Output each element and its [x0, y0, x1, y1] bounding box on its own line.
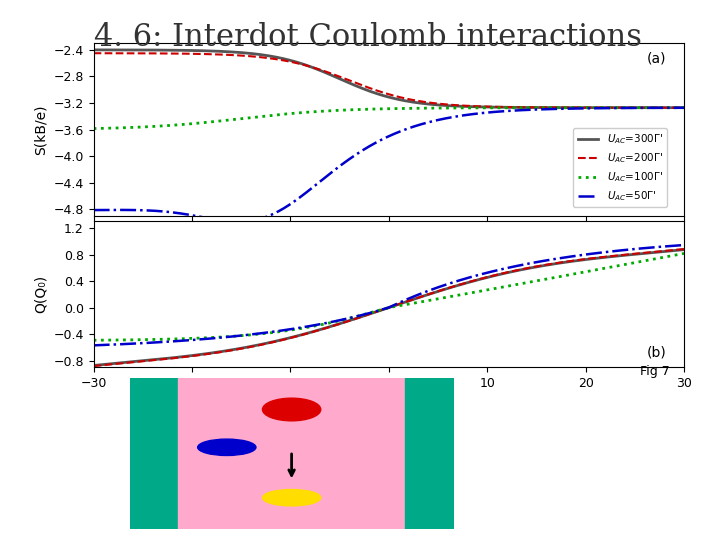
Y-axis label: Q(Q₀): Q(Q₀): [34, 275, 48, 313]
Text: 4. 6: Interdot Coulomb interactions: 4. 6: Interdot Coulomb interactions: [94, 22, 642, 52]
Y-axis label: S(kB/e): S(kB/e): [34, 104, 48, 155]
Circle shape: [262, 398, 321, 421]
Bar: [405, 378, 454, 529]
Text: (b): (b): [647, 346, 666, 360]
X-axis label: kBΔT/Γ': kBΔT/Γ': [363, 395, 415, 409]
Text: (a): (a): [647, 52, 666, 66]
Text: Fig 7: Fig 7: [640, 365, 670, 379]
Legend: $U_{AC}$=300$\Gamma$', $U_{AC}$=200$\Gamma$', $U_{AC}$=100$\Gamma$', $U_{AC}$=50: $U_{AC}$=300$\Gamma$', $U_{AC}$=200$\Gam…: [573, 128, 667, 207]
Ellipse shape: [197, 439, 256, 456]
Ellipse shape: [262, 489, 321, 506]
Bar: [179, 378, 405, 529]
Bar: [130, 378, 179, 529]
